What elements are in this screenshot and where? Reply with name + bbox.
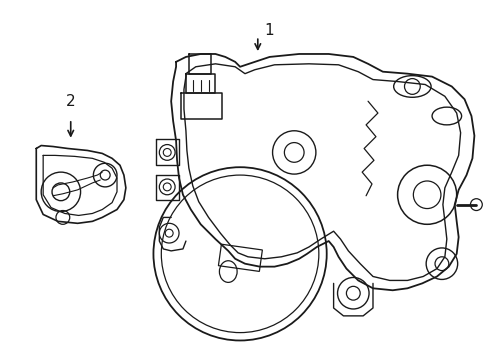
Text: 1: 1 [265,23,274,38]
Bar [219,244,262,271]
Text: 2: 2 [66,94,75,109]
